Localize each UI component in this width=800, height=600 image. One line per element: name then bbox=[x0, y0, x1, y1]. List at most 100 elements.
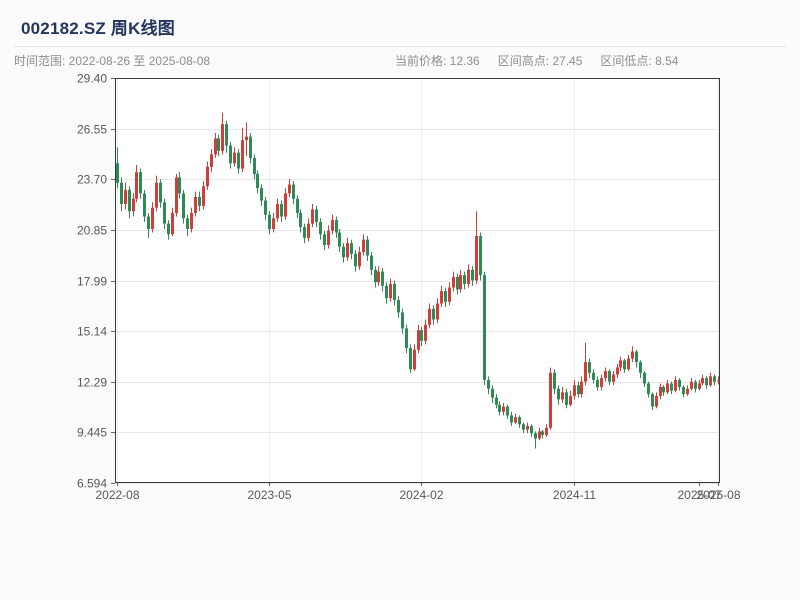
candle-body bbox=[561, 392, 564, 400]
candle-body bbox=[171, 212, 174, 235]
candle-body bbox=[651, 394, 654, 407]
candle-body bbox=[545, 427, 548, 435]
candle-body bbox=[498, 404, 501, 412]
candle-body bbox=[338, 232, 341, 247]
candle-body bbox=[276, 204, 279, 219]
candle-body bbox=[342, 246, 345, 258]
candle-body bbox=[717, 380, 720, 382]
candle-body bbox=[518, 417, 521, 425]
x-tick-label: 2022-08 bbox=[95, 488, 139, 502]
candle-body bbox=[335, 220, 338, 233]
candle-body bbox=[604, 371, 607, 379]
candle-body bbox=[381, 271, 384, 286]
y-tick-label: 15.14 bbox=[77, 325, 107, 339]
y-tick-label: 9.445 bbox=[77, 426, 107, 440]
candle-body bbox=[491, 388, 494, 398]
candle-body bbox=[413, 349, 416, 370]
candle-body bbox=[432, 308, 435, 320]
candle-body bbox=[132, 198, 135, 212]
candle-body bbox=[506, 406, 509, 416]
candle-body bbox=[670, 383, 673, 391]
time-range-label: 时间范围: 2022-08-26 至 2025-08-08 bbox=[14, 54, 211, 68]
candle-body bbox=[143, 193, 146, 217]
candle-body bbox=[256, 173, 259, 189]
candle-body bbox=[417, 330, 420, 350]
candle-body bbox=[272, 218, 275, 229]
candle-body bbox=[409, 347, 412, 370]
range-low-label: 区间低点: 8.54 bbox=[600, 54, 679, 68]
candle-body bbox=[698, 383, 701, 389]
candle-body bbox=[374, 269, 377, 283]
y-tick-label: 23.70 bbox=[77, 173, 107, 187]
candle-body bbox=[643, 372, 646, 384]
candle-body bbox=[596, 379, 599, 387]
candle-body bbox=[155, 182, 158, 208]
candle-body bbox=[210, 154, 213, 167]
candle-body bbox=[135, 172, 138, 199]
candle-body bbox=[178, 177, 181, 194]
candle-body bbox=[436, 303, 439, 320]
candle-body bbox=[151, 207, 154, 229]
candle-body bbox=[163, 202, 166, 224]
candle-body bbox=[577, 385, 580, 395]
stats-bar: 当前价格: 12.36 区间高点: 27.45 区间低点: 8.54 bbox=[395, 52, 678, 69]
candle-body bbox=[612, 374, 615, 382]
candle-body bbox=[686, 388, 689, 395]
candle-body bbox=[237, 152, 240, 169]
candle-body bbox=[565, 392, 568, 405]
y-tick-label: 12.29 bbox=[77, 376, 107, 390]
candle-body bbox=[666, 383, 669, 393]
candle-body bbox=[296, 198, 299, 213]
candle-body bbox=[713, 376, 716, 382]
candle-body bbox=[389, 283, 392, 299]
candle-body bbox=[288, 184, 291, 194]
candle-body bbox=[307, 223, 310, 238]
candle-body bbox=[346, 243, 349, 258]
candle-body bbox=[241, 140, 244, 169]
candle-body bbox=[495, 397, 498, 405]
candle-body bbox=[264, 200, 267, 215]
candle-body bbox=[124, 189, 127, 205]
y-tick-label: 29.40 bbox=[77, 72, 107, 86]
candle-body bbox=[159, 182, 162, 203]
candle-body bbox=[690, 381, 693, 389]
candle-body bbox=[705, 378, 708, 386]
candle-body bbox=[331, 220, 334, 231]
candle-body bbox=[249, 136, 252, 158]
candle-body bbox=[682, 386, 685, 395]
candle-body bbox=[198, 196, 201, 206]
candle-body bbox=[635, 351, 638, 363]
candle-body bbox=[674, 379, 677, 391]
candle-body bbox=[444, 291, 447, 302]
candle-body bbox=[401, 312, 404, 329]
candle-body bbox=[549, 372, 552, 428]
candle-body bbox=[292, 184, 295, 199]
candle-body bbox=[229, 145, 232, 164]
candle-body bbox=[471, 269, 474, 281]
candle-body bbox=[167, 223, 170, 235]
candle-body bbox=[459, 275, 462, 290]
candle-body bbox=[600, 378, 603, 387]
candle-body bbox=[538, 431, 541, 439]
x-tick-label: 2025-07 bbox=[677, 488, 721, 502]
candle-body bbox=[194, 196, 197, 213]
candle-body bbox=[405, 328, 408, 348]
candle-body bbox=[510, 415, 513, 423]
plot-border bbox=[115, 78, 720, 483]
page-title: 002182.SZ 周K线图 bbox=[21, 19, 175, 38]
candle-body bbox=[280, 204, 283, 217]
candle-body bbox=[370, 255, 373, 270]
candle-body bbox=[659, 386, 662, 396]
candle-body bbox=[245, 136, 248, 141]
candle-body bbox=[639, 362, 642, 373]
candle-body bbox=[299, 212, 302, 228]
range-high-label: 区间高点: 27.45 bbox=[497, 54, 583, 68]
candle-body bbox=[303, 227, 306, 238]
candle-body bbox=[424, 324, 427, 341]
candle-body bbox=[120, 182, 123, 205]
candle-body bbox=[608, 371, 611, 382]
plot-area bbox=[115, 78, 720, 483]
candle-body bbox=[128, 189, 131, 212]
candle-body bbox=[456, 276, 459, 290]
